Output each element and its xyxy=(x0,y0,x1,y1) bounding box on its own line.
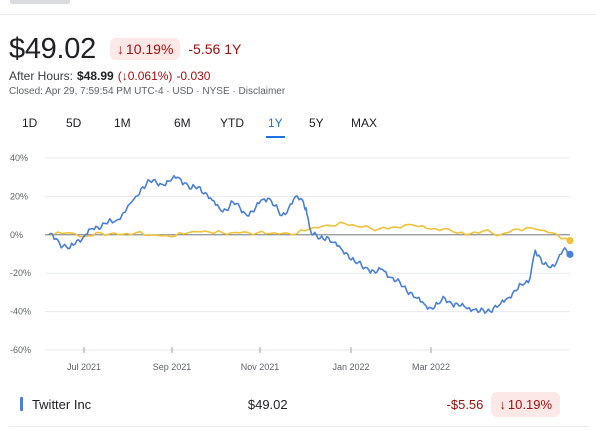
legend-name: Twitter Inc xyxy=(31,396,92,412)
x-tick-label: Sep 2021 xyxy=(153,362,192,372)
range-1m[interactable]: 1M xyxy=(114,116,131,130)
price-chart[interactable]: 40% 20% 0% -20% -40% -60% Jul 2021 Sep 2021 Nov … xyxy=(0,148,596,380)
after-hours-label: After Hours: xyxy=(9,69,74,83)
x-tick-label: Jan 2022 xyxy=(332,362,369,372)
y-tick-label: 20% xyxy=(10,191,28,201)
range-max[interactable]: MAX xyxy=(351,116,378,130)
y-tick-label: -40% xyxy=(10,307,31,317)
market-status-line: Closed: Apr 29, 7:59:54 PM UTC-4 · USD ·… xyxy=(9,86,285,97)
current-price: $49.02 xyxy=(9,32,96,65)
arrow-down-icon: ↓ xyxy=(116,41,124,57)
twitter-series-line xyxy=(48,174,571,314)
range-5d[interactable]: 5D xyxy=(66,116,82,130)
legend-change-percent-chip: ↓ 10.19% xyxy=(491,391,560,417)
x-tick-label: Mar 2022 xyxy=(412,362,450,372)
after-hours-price: $48.99 xyxy=(77,69,114,83)
twitter-end-dot xyxy=(566,250,574,258)
range-ytd[interactable]: YTD xyxy=(220,116,244,130)
legend-swatch xyxy=(20,397,23,411)
after-hours-change: -0.030 xyxy=(176,69,211,83)
top-divider xyxy=(0,14,596,15)
after-hours-line: After Hours: $48.99 (↓0.061%) -0.030 xyxy=(9,69,210,83)
change-absolute: -5.56 1Y xyxy=(188,41,242,57)
x-tick-label: Nov 2021 xyxy=(241,362,280,372)
arrow-down-icon: ↓ xyxy=(499,396,506,412)
top-stub xyxy=(10,0,70,4)
change-percent-chip: ↓ 10.19% xyxy=(109,38,181,60)
price-row: $49.02 ↓ 10.19% -5.56 1Y xyxy=(9,32,241,66)
range-6m[interactable]: 6M xyxy=(174,116,191,130)
bottom-divider xyxy=(9,426,589,427)
range-5y[interactable]: 5Y xyxy=(309,116,324,130)
range-1y[interactable]: 1Y xyxy=(266,116,285,138)
x-tick-label: Jul 2021 xyxy=(67,362,101,372)
legend-change-percent: 10.19% xyxy=(507,396,552,412)
y-tick-label: 40% xyxy=(10,153,28,163)
change-percent-value: 10.19% xyxy=(125,41,174,57)
y-tick-label: 0% xyxy=(10,230,23,240)
after-hours-percent: (↓0.061%) xyxy=(117,69,173,83)
comparison-end-dot xyxy=(566,236,574,245)
y-tick-label: -20% xyxy=(10,268,31,278)
legend-row: Twitter Inc $49.02 -$5.56 ↓ 10.19% xyxy=(20,390,560,418)
legend-price: $49.02 xyxy=(247,396,288,412)
range-1d[interactable]: 1D xyxy=(22,116,38,130)
y-tick-label: -60% xyxy=(10,345,31,355)
legend-change-absolute: -$5.56 xyxy=(446,396,484,412)
closed-info: Closed: Apr 29, 7:59:54 PM UTC-4 · USD ·… xyxy=(9,86,239,97)
disclaimer-link[interactable]: Disclaimer xyxy=(238,86,286,97)
